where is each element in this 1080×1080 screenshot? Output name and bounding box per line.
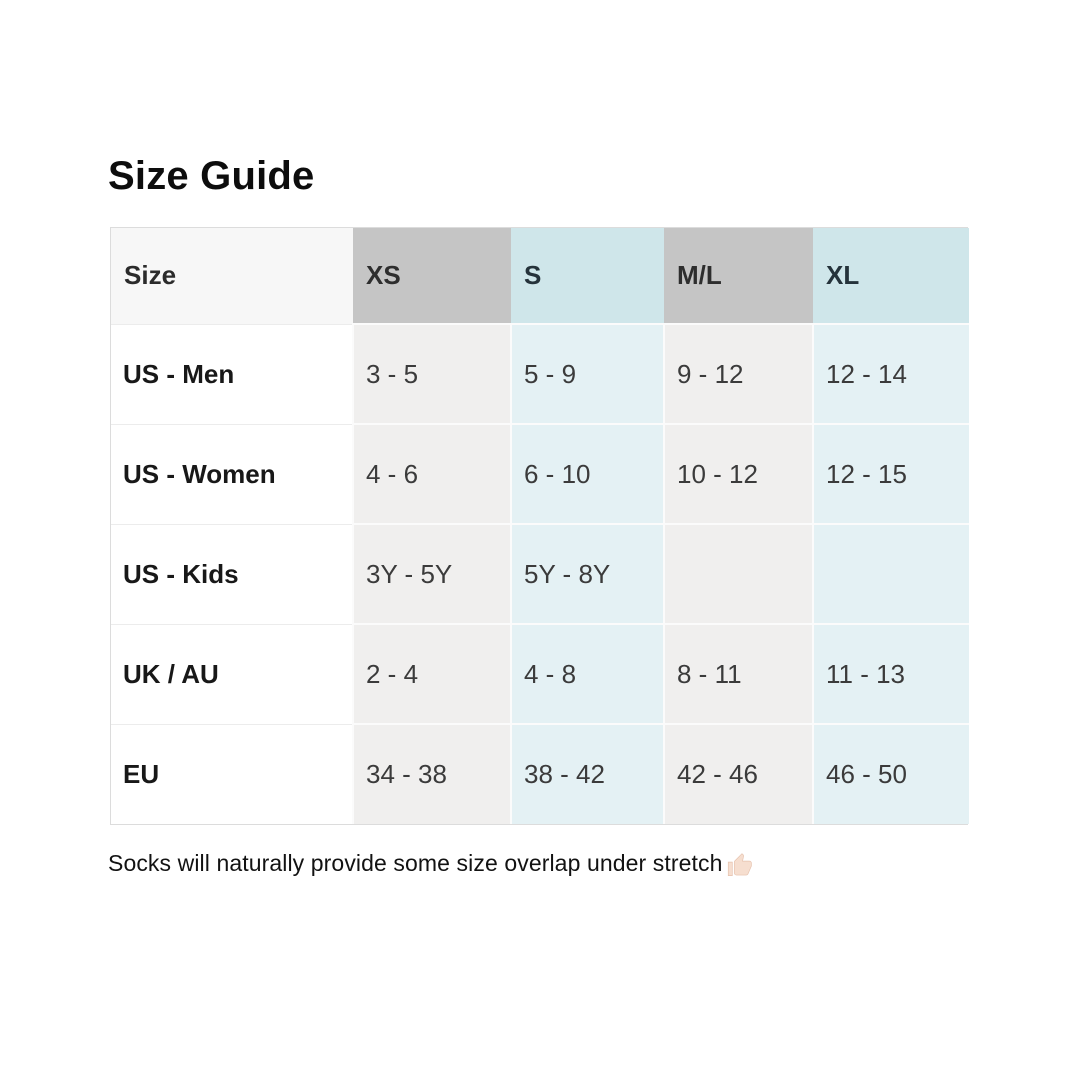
table-row-us-women: US - Women 4 - 6 6 - 10 10 - 12 12 - 15 xyxy=(111,423,969,524)
row-label: US - Women xyxy=(111,423,353,524)
size-cell: 34 - 38 xyxy=(352,723,511,824)
size-cell: 42 - 46 xyxy=(663,723,813,824)
thumbs-up-icon xyxy=(727,853,752,876)
col-header-ml: M/L xyxy=(664,228,813,324)
col-header-s: S xyxy=(511,228,664,324)
size-cell: 12 - 14 xyxy=(812,323,969,424)
size-cell: 9 - 12 xyxy=(663,323,813,424)
footer-note: Socks will naturally provide some size o… xyxy=(108,850,723,876)
size-cell: 12 - 15 xyxy=(812,423,969,524)
col-header-xl: XL xyxy=(813,228,969,324)
row-label: UK / AU xyxy=(111,623,353,724)
page-title: Size Guide xyxy=(108,154,315,198)
size-cell: 8 - 11 xyxy=(663,623,813,724)
size-cell: 10 - 12 xyxy=(663,423,813,524)
size-cell: 3Y - 5Y xyxy=(352,523,511,624)
size-cell: 2 - 4 xyxy=(352,623,511,724)
size-cell: 3 - 5 xyxy=(352,323,511,424)
size-cell: 5Y - 8Y xyxy=(510,523,664,624)
size-cell: 46 - 50 xyxy=(812,723,969,824)
row-label: US - Kids xyxy=(111,523,353,624)
size-cell: 4 - 6 xyxy=(352,423,511,524)
footer-note-row: Socks will naturally provide some size o… xyxy=(108,850,1080,877)
size-cell: 11 - 13 xyxy=(812,623,969,724)
size-cell: 5 - 9 xyxy=(510,323,664,424)
table-row-eu: EU 34 - 38 38 - 42 42 - 46 46 - 50 xyxy=(111,723,969,824)
table-row-uk-au: UK / AU 2 - 4 4 - 8 8 - 11 11 - 13 xyxy=(111,623,969,724)
table-row-us-men: US - Men 3 - 5 5 - 9 9 - 12 12 - 14 xyxy=(111,323,969,424)
size-table: Size XS S M/L XL US - Men 3 - 5 5 - 9 9 … xyxy=(111,228,969,824)
size-guide-table: Size XS S M/L XL US - Men 3 - 5 5 - 9 9 … xyxy=(110,227,969,825)
row-label: US - Men xyxy=(111,323,353,424)
size-cell xyxy=(663,523,813,624)
row-label: EU xyxy=(111,723,353,824)
size-cell xyxy=(812,523,969,624)
table-row-us-kids: US - Kids 3Y - 5Y 5Y - 8Y xyxy=(111,523,969,624)
size-cell: 4 - 8 xyxy=(510,623,664,724)
col-header-xs: XS xyxy=(353,228,511,324)
col-header-size: Size xyxy=(111,228,353,324)
size-cell: 6 - 10 xyxy=(510,423,664,524)
header-row: Size XS S M/L XL xyxy=(111,228,969,324)
size-cell: 38 - 42 xyxy=(510,723,664,824)
